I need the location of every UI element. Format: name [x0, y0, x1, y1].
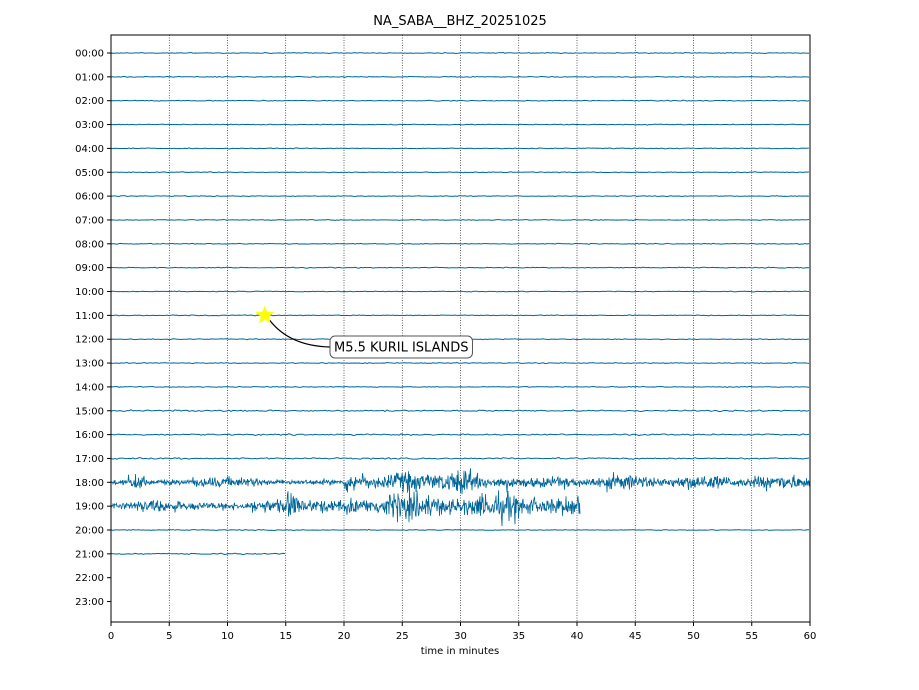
y-tick-label: 06:00 — [75, 192, 104, 203]
chart-title: NA_SABA__BHZ_20251025 — [373, 14, 547, 29]
x-tick-label: 55 — [745, 631, 758, 642]
plot-frame — [110, 34, 811, 623]
y-tick-label: 17:00 — [75, 454, 104, 465]
trace-0300 — [110, 123, 810, 126]
x-tick-label: 15 — [279, 631, 292, 642]
annotation-label: M5.5 KURIL ISLANDS — [334, 341, 468, 356]
trace-0600 — [110, 195, 810, 198]
trace-0700 — [110, 219, 810, 222]
trace-0500 — [110, 171, 810, 174]
x-tick-label: 60 — [804, 631, 817, 642]
trace-1800 — [110, 468, 811, 495]
x-tick-label: 0 — [108, 631, 114, 642]
trace-0400 — [110, 147, 810, 150]
y-tick-label: 01:00 — [75, 72, 104, 83]
trace-1000 — [110, 290, 810, 293]
y-tick-label: 04:00 — [75, 144, 104, 155]
x-tick-label: 5 — [166, 631, 172, 642]
x-tick-label: 20 — [338, 631, 351, 642]
x-axis-label: time in minutes — [421, 646, 500, 657]
x-tick-label: 45 — [629, 631, 642, 642]
y-tick-label: 19:00 — [75, 502, 104, 513]
x-grid — [168, 35, 753, 622]
y-tick-label: 14:00 — [75, 382, 104, 393]
x-tick-label: 50 — [687, 631, 700, 642]
y-tick-label: 05:00 — [75, 168, 104, 179]
y-tick-label: 03:00 — [75, 120, 104, 131]
trace-1500 — [110, 409, 810, 413]
event-star-marker — [255, 305, 275, 324]
y-tick-label: 15:00 — [75, 406, 104, 417]
trace-0200 — [110, 99, 810, 102]
y-tick-label: 13:00 — [75, 359, 104, 370]
y-tick-label: 11:00 — [75, 311, 104, 322]
x-tick-label: 25 — [396, 631, 409, 642]
trace-1600 — [110, 433, 810, 437]
y-tick-label: 00:00 — [75, 49, 104, 60]
trace-2100 — [110, 552, 286, 556]
y-tick-label: 09:00 — [75, 263, 104, 274]
y-tick-label: 20:00 — [75, 526, 104, 537]
seismic-traces — [110, 51, 811, 556]
trace-2000 — [110, 528, 810, 532]
y-axis-ticks: 00:00 01:00 02:00 03:00 04:00 05:00 06:00 07:00… — [75, 49, 111, 608]
y-tick-label: 21:00 — [75, 549, 104, 560]
y-tick-label: 18:00 — [75, 478, 104, 489]
x-axis-ticks: 0 5 10 15 20 25 30 35 40 45 50 55 60 — [108, 622, 817, 642]
y-tick-label: 12:00 — [75, 335, 104, 346]
trace-1900 — [110, 485, 581, 527]
event-annotation: M5.5 KURIL ISLANDS — [255, 305, 473, 359]
annotation-arrow — [269, 319, 331, 348]
x-tick-label: 35 — [512, 631, 525, 642]
trace-0800 — [110, 242, 810, 245]
trace-0900 — [110, 266, 810, 269]
trace-1300 — [110, 362, 810, 365]
trace-1400 — [110, 385, 810, 388]
annotation-box — [329, 335, 473, 359]
y-tick-label: 23:00 — [75, 597, 104, 608]
x-tick-label: 40 — [571, 631, 584, 642]
x-tick-label: 30 — [454, 631, 467, 642]
y-tick-label: 22:00 — [75, 573, 104, 584]
trace-1100 — [110, 314, 810, 317]
trace-0000 — [110, 51, 810, 55]
trace-0100 — [110, 75, 810, 78]
y-tick-label: 10:00 — [75, 287, 104, 298]
y-tick-label: 08:00 — [75, 239, 104, 250]
trace-1700 — [110, 457, 810, 460]
y-tick-label: 16:00 — [75, 430, 104, 441]
x-tick-label: 10 — [221, 631, 234, 642]
y-tick-label: 07:00 — [75, 215, 104, 226]
y-tick-label: 02:00 — [75, 96, 104, 107]
